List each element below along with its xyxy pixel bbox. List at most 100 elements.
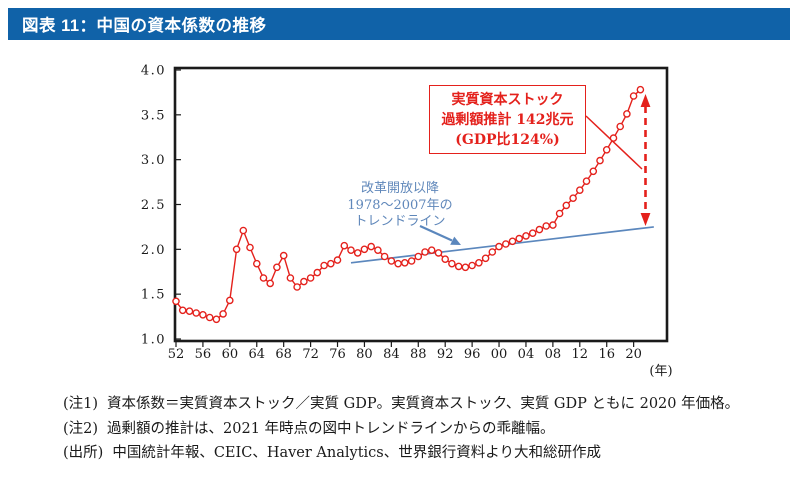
data-point <box>414 252 423 261</box>
x-axis-tick-label: 00 <box>491 347 508 362</box>
data-point <box>400 258 409 267</box>
data-point <box>427 246 436 254</box>
y-axis-tick-label: 1.0 <box>141 333 166 348</box>
data-point <box>589 167 598 176</box>
data-point <box>293 283 301 291</box>
data-point <box>549 221 557 229</box>
trendline-label-arrowhead <box>450 236 461 245</box>
data-point <box>300 277 308 286</box>
gap-arrow-head-up-icon <box>640 94 651 107</box>
data-point <box>636 85 645 94</box>
data-point <box>394 259 402 268</box>
data-point <box>225 296 234 305</box>
data-point <box>374 246 382 254</box>
gap-arrow-head-down-icon <box>640 213 651 226</box>
y-axis-tick-label: 2.5 <box>141 198 166 213</box>
x-axis-tick-label: 12 <box>572 347 589 362</box>
data-point <box>582 177 591 185</box>
data-point <box>522 232 530 240</box>
data-point <box>219 310 227 318</box>
data-point <box>468 261 476 270</box>
data-point <box>629 92 638 100</box>
data-point <box>488 248 497 256</box>
note-1: (注1) 資本係数＝実質資本ストック／実質 GDP。実質資本ストック、実質 GDP… <box>63 392 793 417</box>
x-axis-tick-label: 04 <box>518 347 535 362</box>
data-point <box>172 297 180 306</box>
trendline-label: 改革開放以降 1978〜2007年の トレンドライン <box>333 181 467 231</box>
figure-notes: (注1) 資本係数＝実質資本ストック／実質 GDP。実質資本ストック、実質 GDP… <box>63 392 793 466</box>
data-point <box>367 242 376 251</box>
data-point <box>239 226 248 235</box>
x-axis-tick-label: 84 <box>383 347 400 362</box>
y-axis-tick-label: 3.5 <box>141 108 166 123</box>
trendline-label-line1: 改革開放以降 <box>360 181 439 196</box>
data-point <box>454 262 463 271</box>
x-axis-tick-label: 56 <box>195 347 212 362</box>
data-point <box>555 209 564 218</box>
data-point <box>212 315 221 324</box>
data-point <box>232 245 241 254</box>
x-axis-tick-label: 68 <box>275 347 292 362</box>
x-axis-tick-label: 88 <box>410 347 427 362</box>
data-point <box>421 248 429 256</box>
x-axis-unit-label: (年) <box>649 364 672 379</box>
data-point <box>360 245 369 254</box>
note-2-label: (注2) <box>63 420 99 437</box>
y-axis-tick-label: 3.0 <box>141 153 166 168</box>
data-point <box>542 222 551 230</box>
data-point <box>380 252 389 261</box>
data-point <box>475 258 483 267</box>
data-point <box>441 255 450 264</box>
data-point <box>273 263 281 272</box>
data-point <box>266 279 275 288</box>
data-point <box>508 237 517 246</box>
source-note-label: (出所) <box>63 445 104 461</box>
data-point <box>576 186 584 194</box>
x-axis-tick-label: 16 <box>598 347 615 362</box>
note-2: (注2) 過剰額の推計は、2021 年時点の図中トレンドラインからの乖離幅。 <box>63 417 793 442</box>
x-axis-tick-label: 96 <box>464 347 481 362</box>
data-point <box>246 243 254 252</box>
data-point <box>185 307 194 316</box>
data-point <box>199 310 207 319</box>
data-point <box>448 259 456 268</box>
trendline-label-line2: 1978〜2007年の <box>347 197 453 213</box>
y-axis-tick-label: 1.5 <box>141 288 166 303</box>
data-point <box>434 249 443 257</box>
data-point <box>461 263 470 272</box>
x-axis-tick-label: 08 <box>545 347 562 362</box>
data-point <box>192 309 200 317</box>
excess-annotation-leader-line <box>585 115 643 170</box>
data-point <box>347 246 355 254</box>
data-point <box>481 254 490 263</box>
data-point <box>528 229 537 237</box>
data-point <box>562 201 571 210</box>
data-point <box>623 110 631 118</box>
data-point <box>602 145 611 154</box>
data-point <box>326 259 335 268</box>
data-point <box>178 306 187 315</box>
y-axis-tick-label: 2.0 <box>141 243 166 258</box>
excess-annotation-line1: 実質資本ストック <box>451 92 564 108</box>
data-point <box>320 261 328 270</box>
y-axis-tick-label: 4.0 <box>141 63 166 78</box>
data-point <box>333 256 342 264</box>
x-axis-tick-label: 80 <box>356 347 373 362</box>
x-axis-tick-label: 20 <box>625 347 642 362</box>
data-point <box>569 194 577 202</box>
figure-title-bar: 図表 11：中国の資本係数の推移 <box>8 8 790 40</box>
data-point <box>259 274 268 282</box>
trendline-label-arrow <box>419 224 453 242</box>
data-point <box>495 242 503 251</box>
data-point <box>279 251 288 260</box>
note-1-text: 資本係数＝実質資本ストック／実質 GDP。実質資本ストック、実質 GDP ともに… <box>107 396 740 412</box>
x-axis-tick-label: 72 <box>302 347 319 362</box>
excess-annotation-line3: (GDP比124%) <box>455 132 560 148</box>
x-axis-tick-label: 64 <box>248 347 265 362</box>
data-point <box>286 274 295 282</box>
data-point <box>535 225 544 234</box>
note-2-text: 過剰額の推計は、2021 年時点の図中トレンドラインからの乖離幅。 <box>107 420 555 437</box>
data-point <box>205 313 214 322</box>
